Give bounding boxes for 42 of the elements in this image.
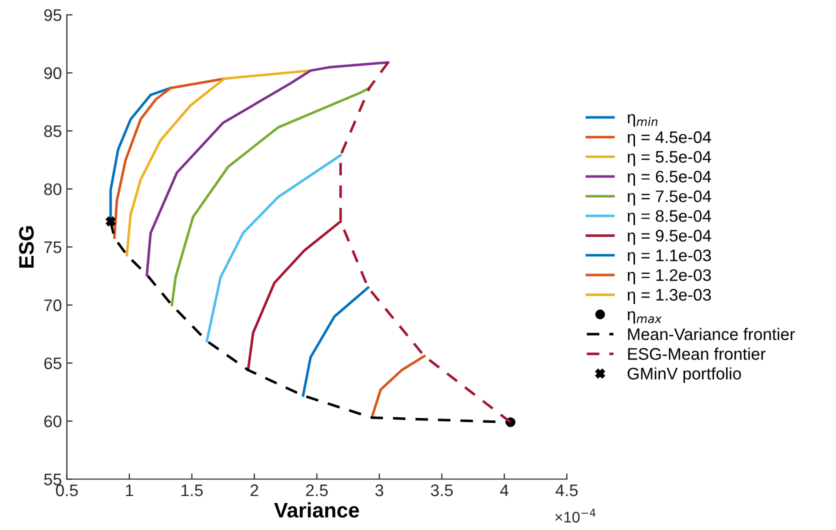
x-tick-label: 0.5 xyxy=(56,484,78,496)
x-axis-title: Variance xyxy=(274,502,359,518)
y-tick-label: 95 xyxy=(44,9,62,22)
x-tick-label: 3.5 xyxy=(430,484,453,496)
legend-label: η = 7.5e-04 xyxy=(628,190,712,206)
x-tick-label: 4.5 xyxy=(556,484,578,496)
y-tick-label: 75 xyxy=(44,242,62,254)
legend-label: η = 4.5e-04 xyxy=(628,131,712,146)
legend-label: η = 1.2e-03 xyxy=(628,269,711,284)
x-tick-label: 1 xyxy=(126,484,134,496)
legend-label: η = 1.3e-03 xyxy=(628,288,711,304)
legend-label: Mean-Variance frontier xyxy=(628,328,795,340)
legend-label: η = 1.1e-03 xyxy=(628,250,711,265)
y-tick-label: 70 xyxy=(44,299,62,312)
y-axis-title: ESG xyxy=(19,226,34,268)
text: ×10$^{−4}$ xyxy=(555,508,596,523)
x-tick-label: 1.5 xyxy=(182,484,203,496)
legend-label: η = 6.5e-04 xyxy=(628,170,712,186)
line-series xyxy=(113,77,226,239)
line-series xyxy=(302,286,370,397)
y-tick-label: 60 xyxy=(44,415,62,428)
line-series xyxy=(170,86,371,306)
x-tick-label: 3 xyxy=(375,484,384,496)
legend-label: η$_{max}$ xyxy=(628,311,662,324)
legend-label: η$_{min}$ xyxy=(628,114,658,127)
legend-label: ESG-Mean frontier xyxy=(628,348,766,360)
y-tick-label: 55 xyxy=(44,474,62,486)
x-tick-label: 2.5 xyxy=(306,484,328,496)
line-series xyxy=(126,69,312,256)
y-tick-label: 85 xyxy=(44,125,62,138)
legend-label: GMinV portfolio xyxy=(628,367,741,383)
line-series xyxy=(146,61,390,276)
y-tick-label: 65 xyxy=(44,357,62,370)
legend-label: η = 9.5e-04 xyxy=(628,230,712,245)
y-tick-label: 80 xyxy=(44,183,62,196)
legend-label: η = 5.5e-04 xyxy=(628,150,712,166)
x-tick-label: 2 xyxy=(250,484,258,496)
line-series xyxy=(370,354,426,419)
legend-label: η = 8.5e-04 xyxy=(628,210,712,226)
line-series xyxy=(206,154,342,342)
x-tick-label: 4 xyxy=(500,484,508,496)
y-tick-label: 90 xyxy=(44,67,62,80)
